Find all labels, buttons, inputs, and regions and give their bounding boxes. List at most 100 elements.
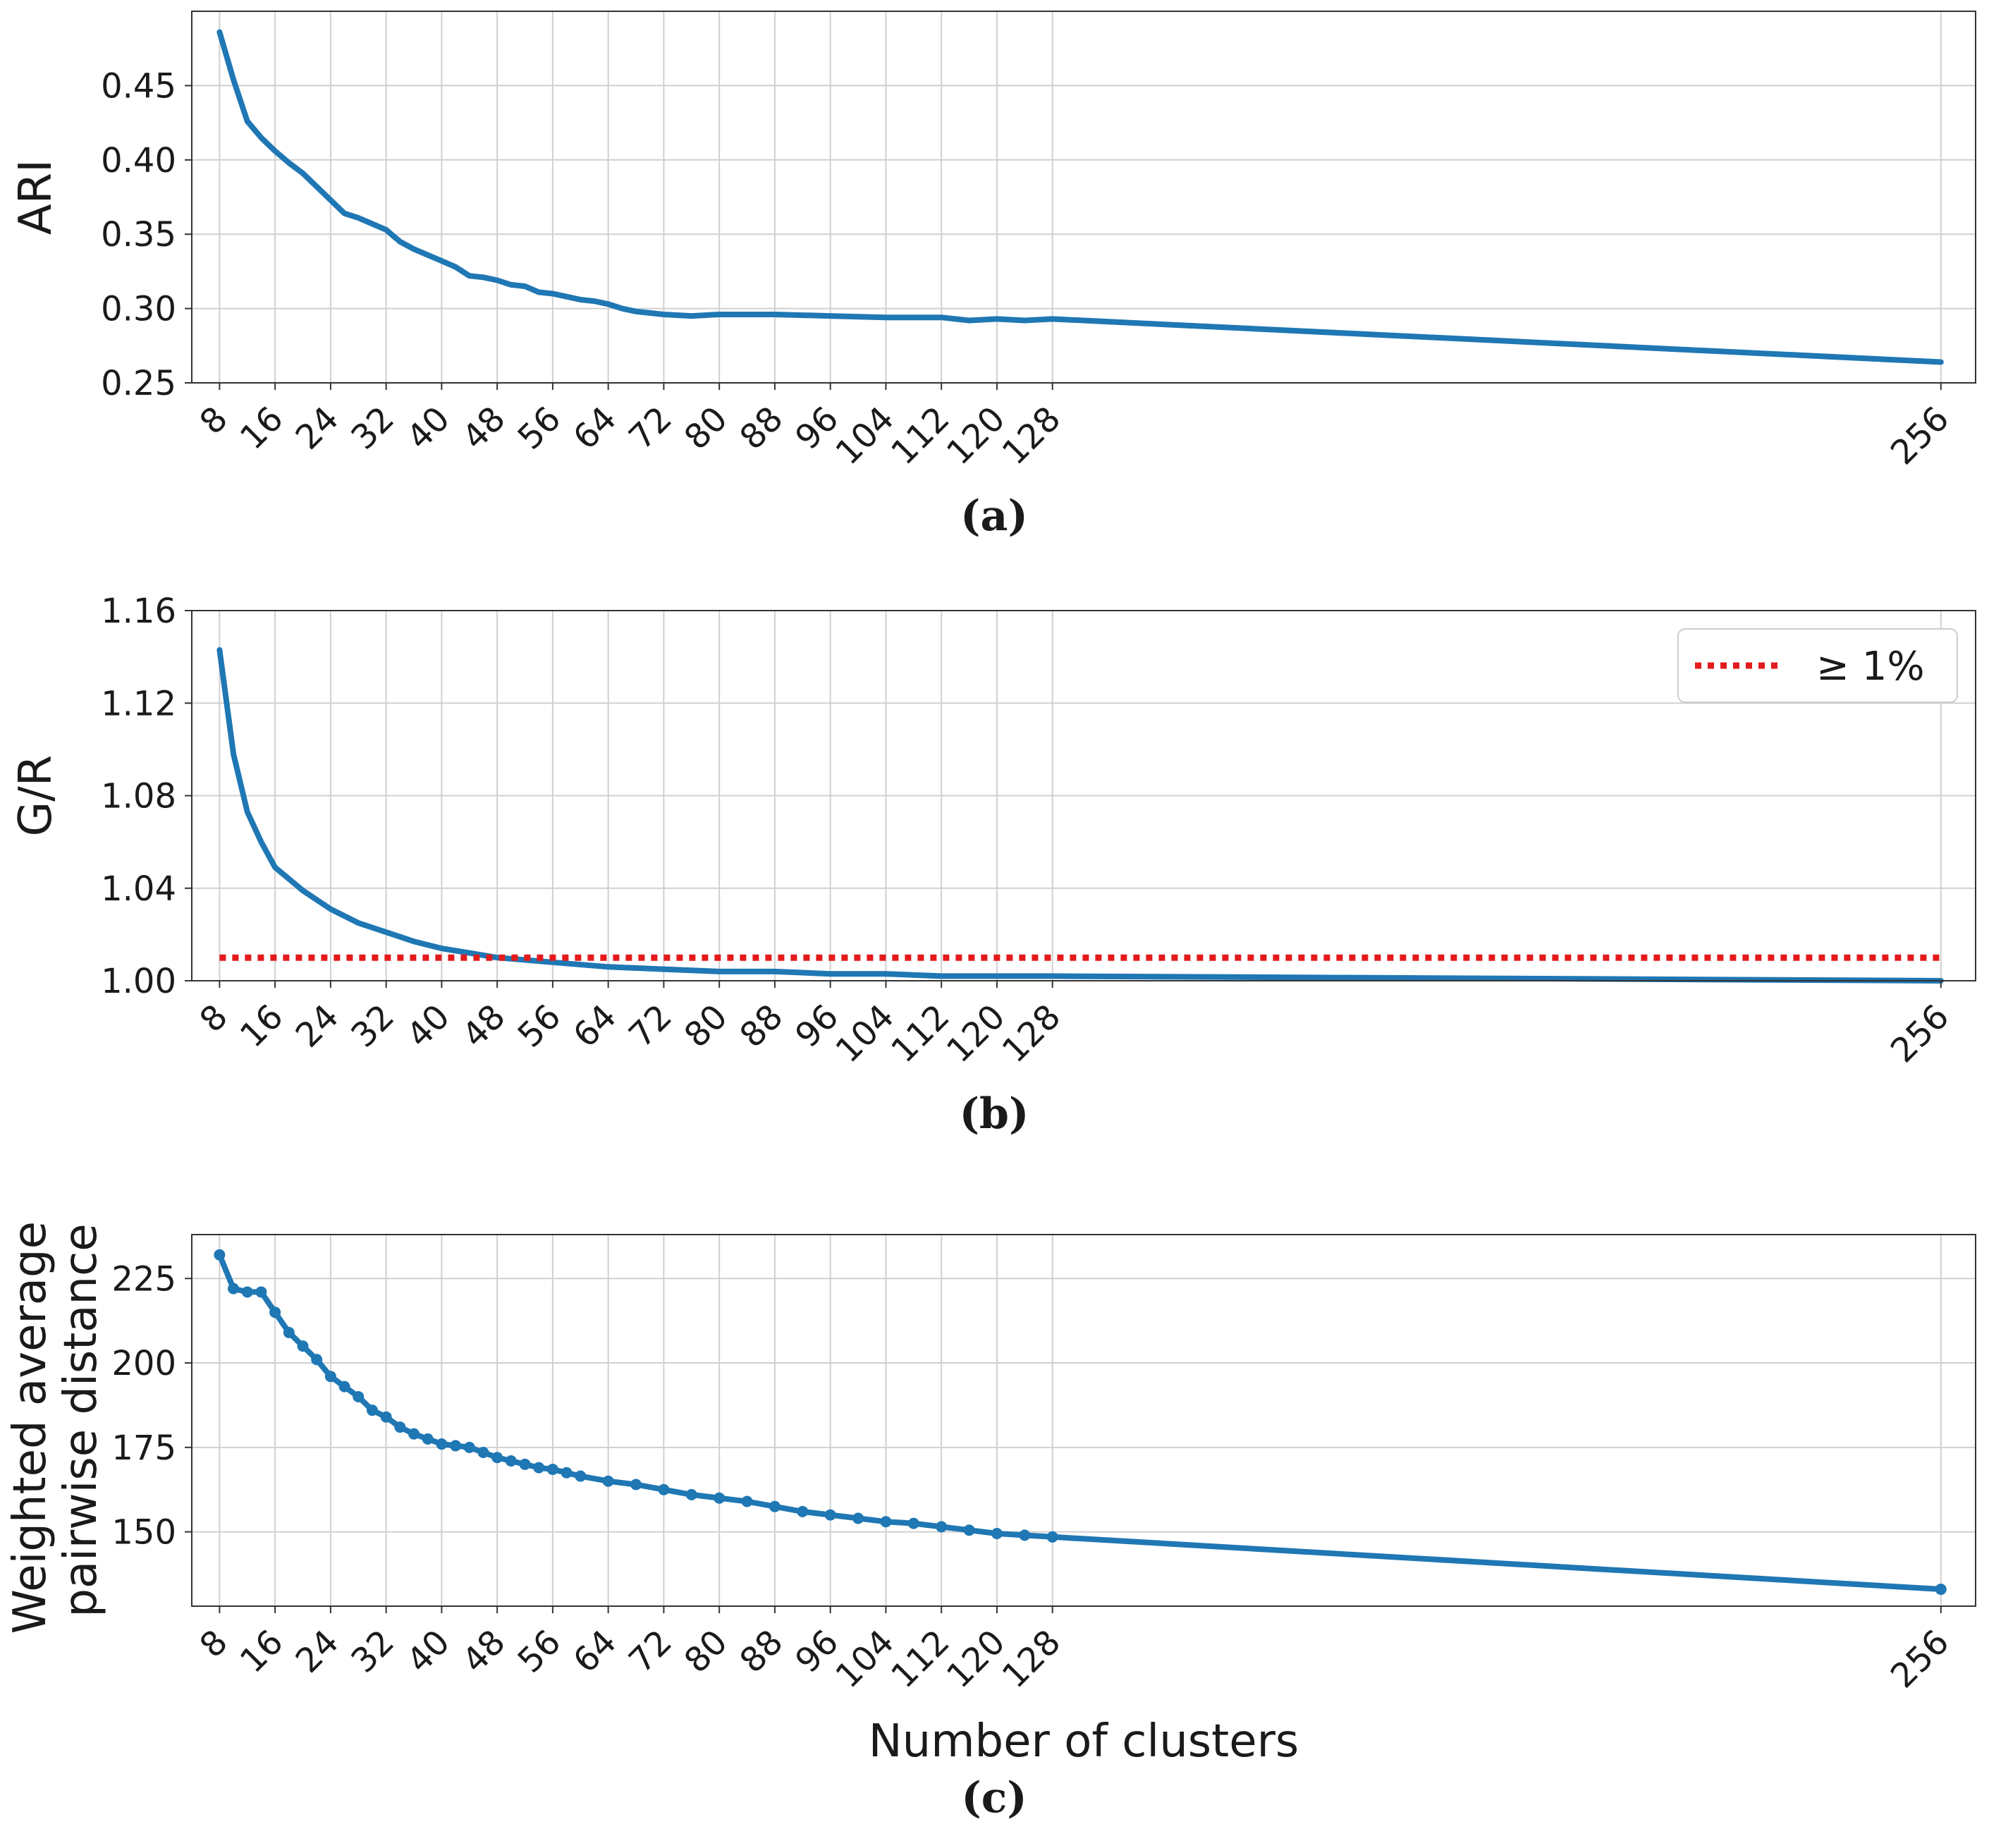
series-line: [216, 647, 1944, 984]
y-tick-label: 0.30: [101, 290, 176, 329]
x-tick-label: 80: [677, 997, 735, 1055]
x-tick-label: 120: [939, 997, 1012, 1070]
data-point: [297, 1340, 309, 1352]
y-tick-label: 0.40: [101, 141, 176, 180]
data-point: [477, 1447, 489, 1459]
data-point: [519, 1458, 531, 1470]
panel-c-y-axis-label-line-2: pairwise distance: [55, 1223, 107, 1617]
x-tick-label: 56: [510, 399, 569, 458]
data-point: [311, 1354, 323, 1366]
panel-b-series: [216, 647, 1944, 984]
panel-a-caption: (a): [960, 491, 1028, 541]
x-tick-label: 64: [565, 1622, 624, 1681]
data-point: [491, 1452, 503, 1464]
y-tick-label: 1.04: [101, 869, 176, 909]
x-tick-label: 128: [995, 399, 1068, 472]
x-tick-label: 128: [995, 1622, 1068, 1696]
panel-c-grid: [192, 1235, 1976, 1606]
x-tick-label: 48: [455, 997, 513, 1055]
x-tick-label: 256: [1883, 399, 1957, 472]
x-tick-label: 88: [733, 1622, 791, 1681]
data-point: [741, 1495, 753, 1507]
data-point: [1046, 1531, 1058, 1543]
x-tick-label: 128: [995, 997, 1068, 1070]
data-point: [907, 1517, 919, 1529]
x-tick-label: 64: [565, 997, 624, 1055]
panel-a-grid: [192, 11, 1976, 384]
x-tick-label: 104: [828, 1622, 902, 1696]
panel-c-y-axis-label-line-1: Weighted average: [4, 1221, 56, 1634]
data-point: [533, 1462, 545, 1474]
x-tick-label: 24: [288, 997, 347, 1055]
panel-c-x-axis-label: Number of clusters: [869, 1715, 1299, 1768]
data-point: [463, 1441, 475, 1453]
x-tick-label: 104: [828, 399, 902, 472]
data-point: [561, 1467, 573, 1479]
x-tick-label: 112: [883, 399, 957, 472]
x-tick-label: 80: [677, 1622, 735, 1681]
y-tick-label: 1.00: [101, 962, 176, 1001]
x-tick-label: 112: [883, 1622, 957, 1696]
data-point: [880, 1516, 892, 1528]
x-tick-label: 72: [621, 399, 680, 458]
x-tick-label: 72: [621, 1622, 680, 1681]
data-point: [255, 1286, 267, 1298]
data-point: [575, 1470, 587, 1482]
panel-b-caption: (b): [960, 1089, 1029, 1139]
data-point: [824, 1509, 836, 1521]
legend-box: [1677, 628, 1958, 703]
y-tick-label: 0.35: [101, 215, 176, 255]
data-point: [797, 1505, 809, 1517]
data-point: [546, 1463, 558, 1475]
data-point: [283, 1326, 295, 1338]
y-tick-label: 0.25: [101, 364, 176, 403]
x-tick-label: 80: [677, 399, 735, 458]
x-tick-label: 40: [399, 1622, 458, 1681]
data-point: [685, 1488, 697, 1500]
x-tick-label: 16: [233, 997, 291, 1055]
data-point: [658, 1483, 670, 1495]
x-tick-label: 72: [621, 997, 680, 1055]
data-point: [769, 1500, 781, 1512]
data-point: [394, 1421, 406, 1433]
y-tick-label: 0.45: [101, 66, 176, 106]
y-tick-label: 1.16: [101, 592, 176, 631]
data-point: [366, 1405, 378, 1416]
panel-b-y-axis-label: G/R: [10, 755, 62, 837]
data-point: [408, 1428, 420, 1440]
x-tick-label: 256: [1883, 997, 1957, 1070]
x-tick-label: 16: [233, 1622, 291, 1681]
series-line: [216, 29, 1944, 365]
x-tick-label: 256: [1883, 1622, 1957, 1696]
data-point: [852, 1512, 864, 1524]
data-point: [241, 1286, 253, 1298]
x-tick-label: 8: [192, 997, 235, 1040]
legend-label: ≥ 1%: [1816, 644, 1925, 690]
data-point: [269, 1307, 281, 1318]
data-point: [422, 1433, 434, 1445]
data-point: [436, 1438, 448, 1450]
x-tick-label: 56: [510, 1622, 569, 1681]
x-tick-label: 24: [288, 399, 347, 458]
x-tick-label: 16: [233, 399, 291, 458]
x-tick-label: 32: [343, 1622, 402, 1681]
panel-c-axes-frame: [191, 1234, 1976, 1607]
y-tick-label: 175: [111, 1428, 176, 1468]
data-point: [353, 1390, 365, 1402]
data-point: [450, 1440, 462, 1452]
panel-a-axes-frame: [191, 11, 1976, 384]
data-point: [714, 1492, 726, 1504]
x-tick-label: 64: [565, 399, 624, 458]
data-point: [630, 1479, 642, 1491]
data-point: [991, 1527, 1003, 1539]
x-tick-label: 112: [883, 997, 957, 1070]
x-tick-label: 8: [192, 399, 235, 442]
data-point: [936, 1521, 948, 1533]
x-tick-label: 104: [828, 997, 902, 1070]
x-tick-label: 48: [455, 399, 513, 458]
panel-c-series: [214, 1249, 1947, 1596]
